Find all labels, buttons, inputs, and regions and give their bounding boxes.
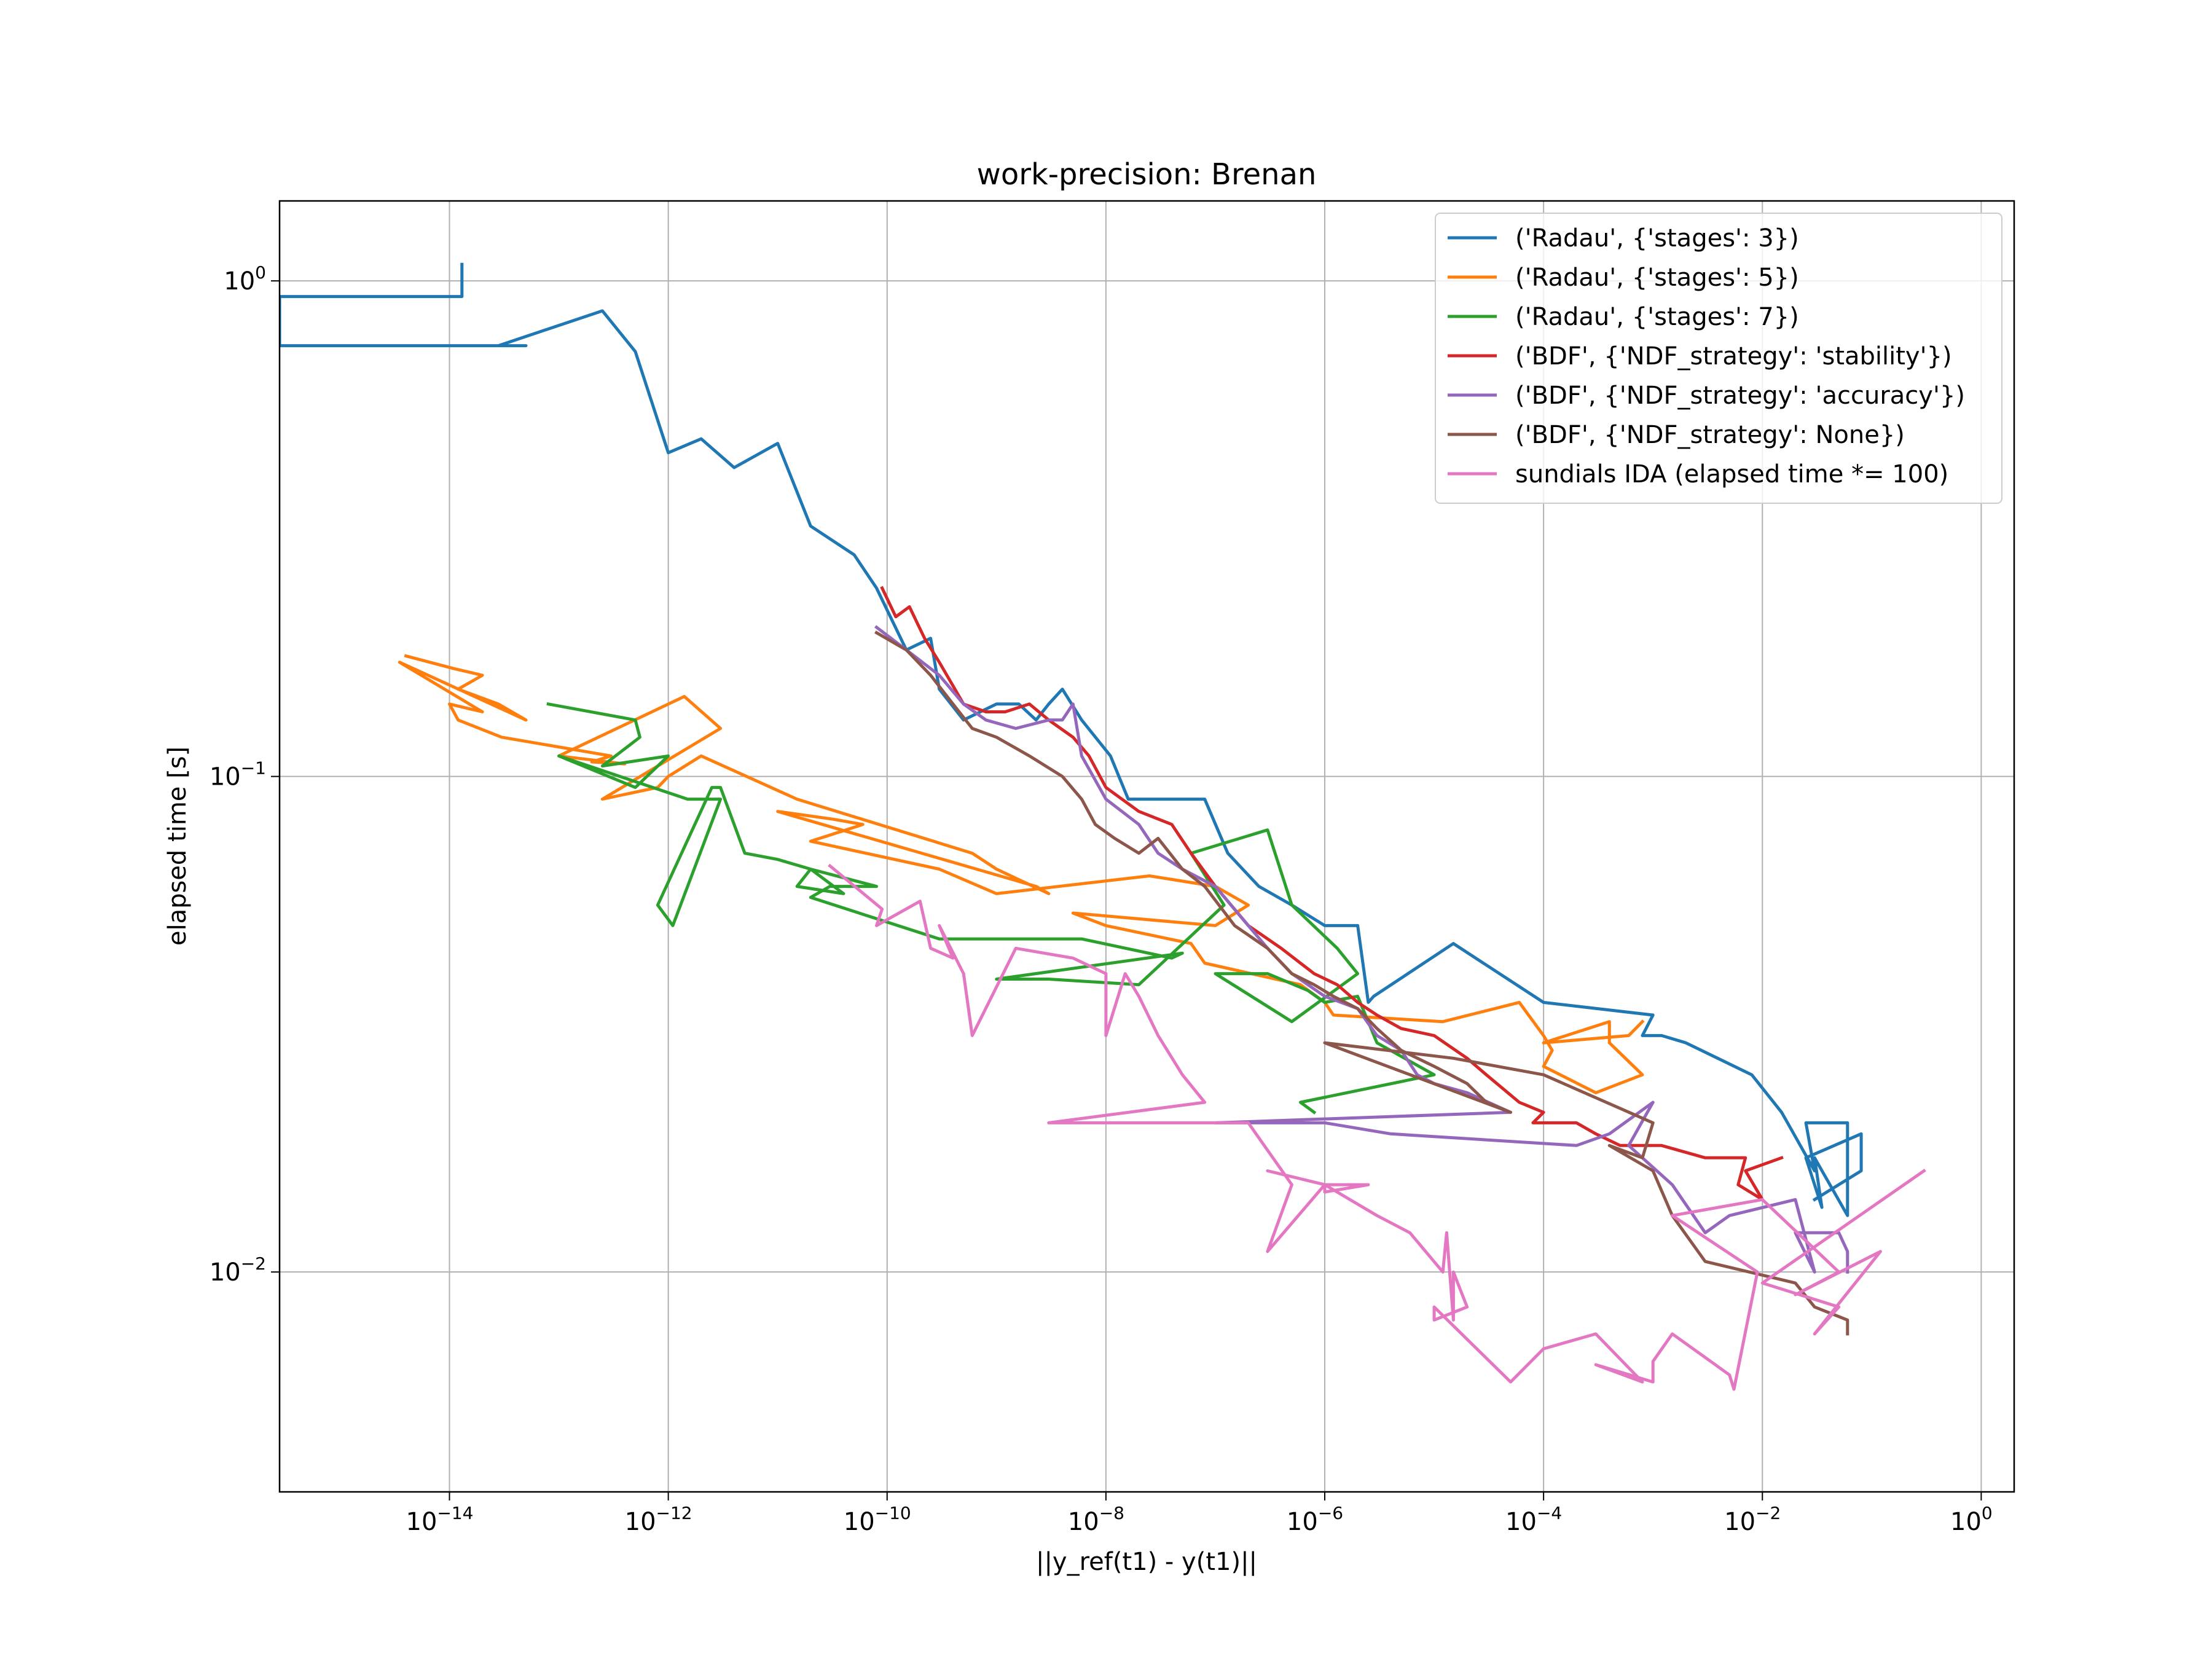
- x-tick-label: 10−12: [625, 1503, 692, 1536]
- series-line-6: [874, 630, 1849, 1336]
- legend-label: ('Radau', {'stages': 3}): [1515, 224, 1799, 253]
- legend-label: sundials IDA (elapsed time *= 100): [1515, 460, 1948, 488]
- series-layer: [280, 262, 1926, 1391]
- chart-title: work-precision: Brenan: [977, 157, 1317, 192]
- x-tick-label: 10−4: [1505, 1503, 1562, 1536]
- x-tick-label: 10−8: [1068, 1503, 1124, 1536]
- x-tick-label: 10−6: [1287, 1503, 1343, 1536]
- legend-label: ('Radau', {'stages': 5}): [1515, 264, 1799, 292]
- legend-label: ('BDF', {'NDF_strategy': 'stability'}): [1515, 342, 1952, 371]
- legend-box: [1435, 213, 2002, 504]
- series-line-2: [398, 654, 1645, 1094]
- plot-frame: [278, 200, 2015, 1493]
- x-tick-label: 10−10: [844, 1503, 911, 1536]
- legend-label: ('BDF', {'NDF_strategy': 'accuracy'}): [1515, 382, 1965, 410]
- series-line-7: [828, 863, 1926, 1391]
- series-line-1: [280, 262, 1863, 1217]
- legend-label: ('BDF', {'NDF_strategy': None}): [1515, 421, 1905, 449]
- x-tick-label: 100: [1950, 1503, 1993, 1536]
- series-line-3: [546, 702, 1436, 1115]
- legend: ('Radau', {'stages': 3}) ('Radau', {'stag…: [1435, 213, 2002, 504]
- y-tick-label: 100: [224, 262, 266, 296]
- x-tick-label: 10−14: [406, 1503, 474, 1536]
- y-tick-label: 10−1: [210, 758, 266, 791]
- y-axis-label: elapsed time [s]: [163, 747, 192, 946]
- series-line-5: [874, 625, 1849, 1274]
- legend-label: ('Radau', {'stages': 7}): [1515, 303, 1799, 331]
- x-axis-label: ||y_ref(t1) - y(t1)||: [1036, 1548, 1257, 1576]
- y-tick-label: 10−2: [210, 1253, 266, 1287]
- series-line-4: [880, 586, 1784, 1201]
- axis-ticks: 10−14 10−12 10−10 10−8 10−6 10−4 10−2 100 100 10−…: [210, 262, 1993, 1536]
- x-tick-label: 10−2: [1724, 1503, 1781, 1536]
